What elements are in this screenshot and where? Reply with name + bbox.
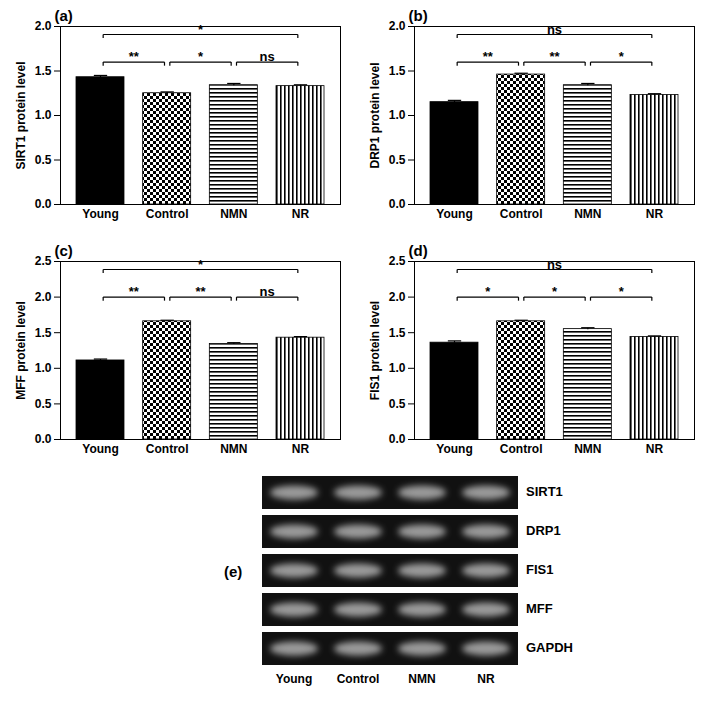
svg-text:NR: NR: [292, 442, 310, 456]
svg-text:FIS1: FIS1: [526, 562, 553, 577]
svg-text:2.0: 2.0: [35, 19, 52, 33]
svg-text:NR: NR: [292, 207, 310, 221]
svg-text:1.5: 1.5: [389, 64, 406, 78]
svg-text:0.0: 0.0: [389, 197, 406, 211]
svg-text:2.0: 2.0: [389, 290, 406, 304]
svg-text:*: *: [619, 284, 625, 299]
svg-text:2.5: 2.5: [389, 254, 406, 268]
svg-text:Young: Young: [82, 442, 118, 456]
svg-text:**: **: [129, 284, 140, 299]
svg-text:Control: Control: [500, 207, 543, 221]
svg-text:*: *: [619, 49, 625, 64]
svg-text:*: *: [485, 284, 491, 299]
svg-text:MFF protein level: MFF protein level: [14, 301, 28, 400]
svg-text:GAPDH: GAPDH: [526, 640, 573, 655]
svg-text:**: **: [483, 49, 494, 64]
svg-text:1.0: 1.0: [389, 108, 406, 122]
svg-text:1.0: 1.0: [35, 108, 52, 122]
svg-text:NMN: NMN: [220, 442, 247, 456]
svg-text:1.5: 1.5: [35, 64, 52, 78]
svg-text:(a): (a): [55, 7, 73, 24]
svg-text:ns: ns: [547, 22, 562, 37]
svg-text:2.0: 2.0: [389, 19, 406, 33]
svg-text:1.0: 1.0: [389, 361, 406, 375]
svg-text:NMN: NMN: [408, 672, 435, 686]
svg-text:MFF: MFF: [526, 601, 553, 616]
svg-text:0.5: 0.5: [35, 153, 52, 167]
svg-text:NR: NR: [477, 672, 495, 686]
svg-text:SIRT1 protein level: SIRT1 protein level: [14, 61, 28, 169]
svg-text:Young: Young: [436, 207, 472, 221]
svg-text:Young: Young: [436, 442, 472, 456]
svg-text:Control: Control: [146, 442, 189, 456]
svg-text:NR: NR: [646, 207, 664, 221]
svg-text:*: *: [198, 22, 204, 37]
svg-text:*: *: [552, 284, 558, 299]
svg-text:(b): (b): [409, 7, 428, 24]
svg-text:ns: ns: [260, 284, 275, 299]
svg-text:ns: ns: [260, 49, 275, 64]
svg-text:*: *: [198, 257, 204, 272]
svg-text:Control: Control: [146, 207, 189, 221]
svg-text:0.5: 0.5: [389, 397, 406, 411]
svg-text:1.0: 1.0: [35, 361, 52, 375]
svg-text:NMN: NMN: [574, 442, 601, 456]
svg-text:0.0: 0.0: [389, 432, 406, 446]
svg-text:DRP1: DRP1: [526, 523, 561, 538]
svg-text:DRP1 protein level: DRP1 protein level: [368, 62, 382, 168]
svg-text:**: **: [129, 49, 140, 64]
svg-text:(d): (d): [409, 242, 428, 259]
svg-text:NR: NR: [646, 442, 664, 456]
svg-text:Young: Young: [276, 672, 312, 686]
svg-text:NMN: NMN: [220, 207, 247, 221]
svg-text:1.5: 1.5: [35, 326, 52, 340]
svg-text:NMN: NMN: [574, 207, 601, 221]
svg-text:(e): (e): [224, 563, 242, 580]
svg-text:**: **: [195, 284, 206, 299]
svg-text:Young: Young: [82, 207, 118, 221]
svg-text:FIS1 protein level: FIS1 protein level: [368, 301, 382, 400]
svg-text:ns: ns: [547, 257, 562, 272]
svg-text:1.5: 1.5: [389, 326, 406, 340]
svg-text:Control: Control: [500, 442, 543, 456]
svg-text:2.0: 2.0: [35, 290, 52, 304]
svg-text:0.5: 0.5: [35, 397, 52, 411]
svg-text:*: *: [198, 49, 204, 64]
svg-text:0.0: 0.0: [35, 432, 52, 446]
svg-text:0.0: 0.0: [35, 197, 52, 211]
svg-text:(c): (c): [55, 242, 73, 259]
svg-text:Control: Control: [337, 672, 380, 686]
svg-text:SIRT1: SIRT1: [526, 484, 563, 499]
svg-text:2.5: 2.5: [35, 254, 52, 268]
svg-text:**: **: [549, 49, 560, 64]
svg-text:0.5: 0.5: [389, 153, 406, 167]
